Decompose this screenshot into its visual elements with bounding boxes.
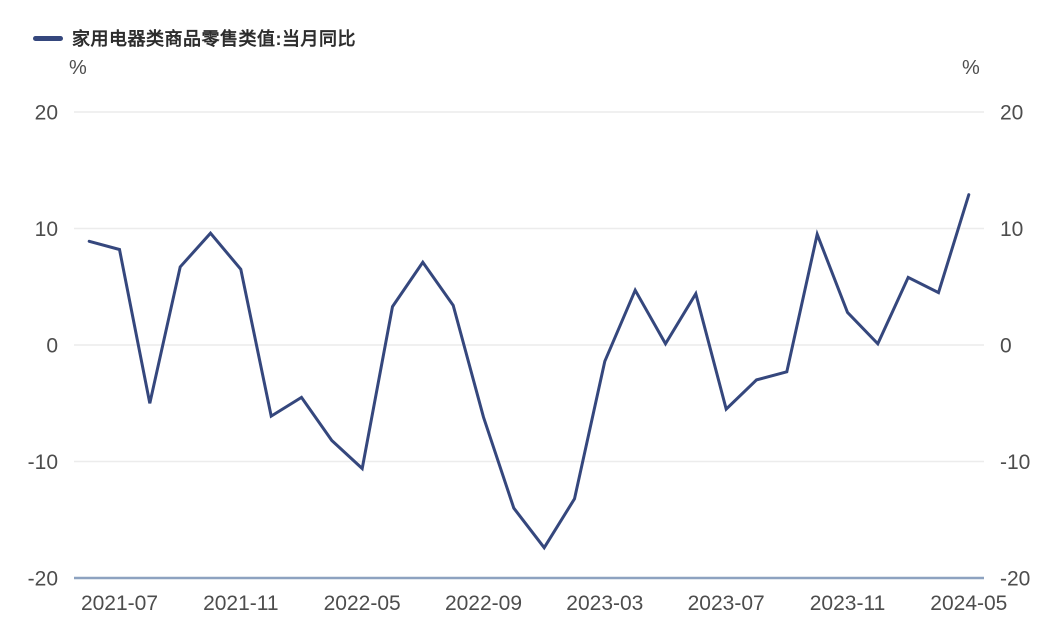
legend-label: 家用电器类商品零售类值:当月同比 — [72, 29, 356, 49]
y-axis-unit-right: % — [962, 57, 980, 79]
x-tick-label-2021-11: 2021-11 — [203, 592, 279, 615]
y-tick-label-left-10: 10 — [35, 218, 58, 241]
series-line — [87, 193, 971, 551]
y-tick-label-right-0: 0 — [1000, 335, 1012, 358]
y-tick-label-left-20: 20 — [35, 102, 58, 125]
y-tick-label-left--10: -10 — [28, 451, 58, 474]
x-tick-label-2022-05: 2022-05 — [324, 592, 401, 615]
legend[interactable]: 家用电器类商品零售类值:当月同比 — [33, 25, 356, 51]
y-axis-unit-left: % — [69, 57, 87, 79]
y-tick-label-left-0: 0 — [46, 335, 58, 358]
x-tick-label-2024-05: 2024-05 — [930, 592, 1007, 615]
y-tick-label-right-20: 20 — [1000, 102, 1023, 125]
x-tick-label-2021-07: 2021-07 — [81, 592, 158, 615]
label-layer: 20 20 10 10 0 0 -10 -10 -20 -20 2021-07 2021-11 2022… — [28, 102, 1031, 616]
series-layer — [87, 193, 971, 551]
y-tick-label-right--20: -20 — [1000, 568, 1030, 591]
x-tick-label-2022-09: 2022-09 — [445, 592, 522, 615]
y-tick-label-left--20: -20 — [28, 568, 58, 591]
x-tick-label-2023-07: 2023-07 — [688, 592, 765, 615]
legend-line-icon — [33, 35, 63, 41]
x-tick-label-2023-11: 2023-11 — [810, 592, 886, 615]
y-tick-label-right--10: -10 — [1000, 451, 1030, 474]
x-tick-label-2023-03: 2023-03 — [566, 592, 643, 615]
y-tick-label-right-10: 10 — [1000, 218, 1023, 241]
grid-layer — [74, 111, 984, 580]
